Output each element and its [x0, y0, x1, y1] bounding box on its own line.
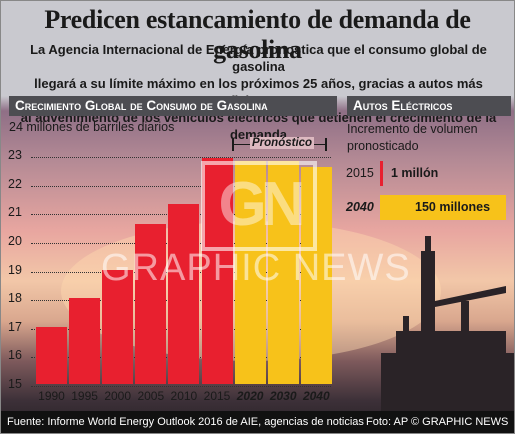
x-tick-label-1990: 1990 — [38, 389, 65, 403]
bar-2030 — [267, 161, 299, 384]
gridline — [31, 186, 331, 187]
ev-bar-2040 — [380, 195, 506, 220]
y-unit-line: 24 millones de barriles diarios — [9, 120, 174, 134]
y-tick-label: 23 — [8, 148, 22, 162]
y-tick-label: 19 — [8, 263, 22, 277]
y-tick-label: 22 — [8, 177, 22, 191]
bar-2015 — [201, 158, 233, 384]
ev-title: Autos Eléctricos — [347, 96, 511, 116]
x-tick-label-2020: 2020 — [236, 389, 264, 403]
subtitle-line: La Agencia Internacional de Energía pron… — [30, 42, 487, 74]
x-tick-label-1995: 1995 — [71, 389, 98, 403]
forecast-tick-left — [232, 138, 234, 151]
y-tick-label-top: 24 — [9, 120, 23, 134]
chart-title: Crecimiento Global de Consumo de Gasolin… — [9, 96, 337, 116]
x-tick-label-2040: 2040 — [302, 389, 330, 403]
bar-2005 — [135, 224, 167, 384]
y-tick-label: 17 — [8, 320, 22, 334]
gridline — [31, 157, 331, 158]
ev-bar-2015 — [380, 161, 383, 186]
bar-1995 — [69, 298, 101, 384]
oil-rig-silhouette — [381, 236, 514, 411]
x-tick-label-2010: 2010 — [170, 389, 198, 403]
headline: Predicen estancamiento de demanda de gas… — [44, 5, 471, 64]
ev-value-2040: 150 millones — [415, 200, 491, 214]
x-tick-label-2000: 2000 — [104, 389, 132, 403]
credit: © GRAPHIC NEWS — [411, 416, 509, 428]
ev-description: Incremento de volumen pronosticado — [347, 122, 478, 153]
ev-year-2040: 2040 — [346, 200, 374, 214]
gn-logo: GN — [201, 161, 317, 251]
x-tick-label-2015: 2015 — [203, 389, 231, 403]
y-tick-label: 18 — [8, 291, 22, 305]
y-axis-label: millones de barriles diarios — [26, 120, 175, 134]
bar-2020 — [234, 161, 266, 384]
x-tick-label-2030: 2030 — [269, 389, 297, 403]
bar-2000 — [102, 270, 134, 384]
bar-2010 — [168, 204, 200, 384]
watermark: GRAPHIC NEWS — [101, 247, 411, 289]
ev-year-2015: 2015 — [346, 166, 374, 180]
forecast-marker: Pronóstico — [232, 137, 327, 151]
footer: Fuente: Informe World Energy Outlook 201… — [1, 411, 514, 433]
bar-1990 — [36, 327, 67, 384]
y-tick-label: 16 — [8, 348, 22, 362]
y-tick-label: 20 — [8, 234, 22, 248]
x-tick-label-2005: 2005 — [137, 389, 165, 403]
y-tick-label: 15 — [8, 377, 22, 391]
ev-value-2015: 1 millón — [391, 166, 439, 180]
gridline — [31, 386, 331, 387]
forecast-label: Pronóstico — [250, 137, 315, 149]
photo-credit: Foto: AP — [366, 416, 409, 428]
source-text: Fuente: Informe World Energy Outlook 201… — [7, 416, 364, 428]
forecast-tick-right — [325, 138, 327, 151]
y-tick-label: 21 — [8, 205, 22, 219]
